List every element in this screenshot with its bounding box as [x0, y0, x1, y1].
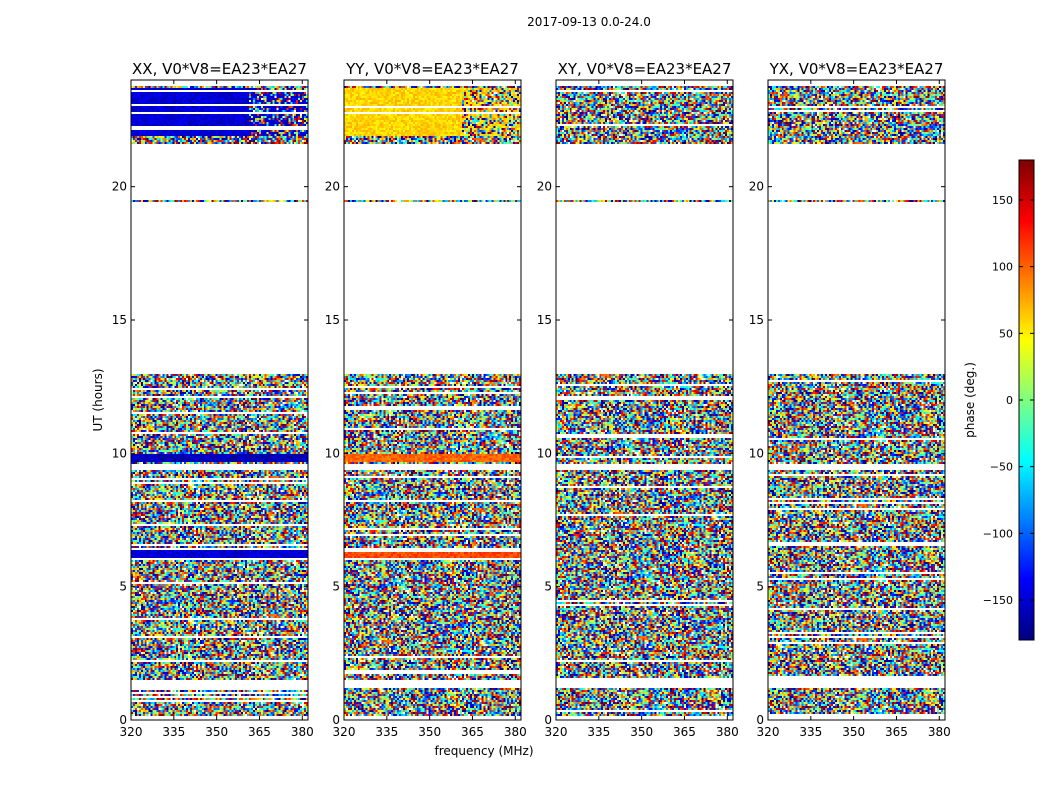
y-tick-label: 0 [332, 713, 340, 727]
x-tick-label: 350 [630, 725, 653, 739]
x-tick-label: 320 [333, 725, 356, 739]
panel-title: YX, V0*V8=EA23*EA27 [769, 60, 944, 78]
x-tick-label: 350 [205, 725, 228, 739]
x-tick-label: 320 [120, 725, 143, 739]
panel-frame [130, 79, 309, 721]
y-axis-label: UT (hours) [91, 368, 105, 431]
y-tick-label: 5 [332, 580, 340, 594]
panel-title: XX, V0*V8=EA23*EA27 [132, 60, 307, 78]
x-tick-label: 320 [757, 725, 780, 739]
x-tick-label: 365 [248, 725, 271, 739]
y-tick-label: 15 [325, 313, 340, 327]
heatmap-xx [131, 80, 308, 720]
panel-xx: XX, V0*V8=EA23*EA27 320 335 350 365 380 0 5 10 15… [112, 60, 314, 739]
y-tick-label: 15 [749, 313, 764, 327]
y-tick-label: 10 [537, 446, 552, 460]
y-tick-label: 20 [112, 180, 127, 194]
colorbar-label: phase (deg.) [963, 362, 977, 438]
colorbar-tick-label: 150 [992, 194, 1013, 207]
panel-frame [555, 79, 734, 721]
y-tick-label: 5 [119, 580, 127, 594]
panel-yx: YX, V0*V8=EA23*EA27 320 335 350 365 380 0 5 10 15… [749, 60, 951, 739]
panel-title: YY, V0*V8=EA23*EA27 [345, 60, 519, 78]
panel-frame [343, 79, 522, 721]
x-tick-label: 380 [928, 725, 951, 739]
x-tick-label: 335 [162, 725, 185, 739]
y-tick-label: 15 [112, 313, 127, 327]
heatmap-yy [344, 80, 521, 720]
x-tick-label: 335 [375, 725, 398, 739]
x-tick-label: 365 [461, 725, 484, 739]
panel-frame [767, 79, 946, 721]
x-tick-label: 320 [545, 725, 568, 739]
y-tick-label: 20 [537, 180, 552, 194]
figure-title: 2017-09-13 0.0-24.0 [527, 15, 651, 29]
y-tick-label: 5 [756, 580, 764, 594]
x-tick-label: 365 [673, 725, 696, 739]
y-tick-label: 20 [749, 180, 764, 194]
colorbar-tick-label: 50 [999, 327, 1013, 340]
y-tick-label: 10 [325, 446, 340, 460]
x-tick-label: 335 [799, 725, 822, 739]
x-tick-label: 335 [587, 725, 610, 739]
x-axis-label: frequency (MHz) [434, 744, 533, 758]
x-tick-label: 380 [291, 725, 314, 739]
x-tick-label: 365 [885, 725, 908, 739]
x-tick-label: 350 [842, 725, 865, 739]
y-tick-label: 10 [749, 446, 764, 460]
y-tick-label: 15 [537, 313, 552, 327]
panel-title: XY, V0*V8=EA23*EA27 [558, 60, 732, 78]
y-tick-label: 20 [325, 180, 340, 194]
panel-xy: XY, V0*V8=EA23*EA27 320 335 350 365 380 0 5 10 15… [537, 60, 739, 739]
y-tick-label: 10 [112, 446, 127, 460]
heatmap-xy [556, 80, 733, 720]
y-tick-label: 0 [119, 713, 127, 727]
colorbar-tick-label: −150 [983, 594, 1013, 607]
x-tick-label: 380 [716, 725, 739, 739]
colorbar-tick-label: 0 [1006, 394, 1013, 407]
y-tick-label: 5 [544, 580, 552, 594]
colorbar-tick-label: 100 [992, 261, 1013, 274]
panel-yy: YY, V0*V8=EA23*EA27 320 335 350 365 380 0 5 10 15… [325, 60, 527, 739]
x-tick-label: 380 [504, 725, 527, 739]
colorbar-tick-label: −50 [990, 461, 1013, 474]
colorbar-gradient [1019, 160, 1034, 640]
heatmap-yx [768, 80, 945, 720]
y-tick-label: 0 [544, 713, 552, 727]
colorbar: −150 −100 −50 0 50 100 150 phase (deg.) [963, 159, 1035, 641]
x-tick-label: 350 [418, 725, 441, 739]
y-tick-label: 0 [756, 713, 764, 727]
colorbar-tick-label: −100 [983, 527, 1013, 540]
panels: XX, V0*V8=EA23*EA27 320 335 350 365 380 0 5 10 15… [112, 60, 951, 739]
